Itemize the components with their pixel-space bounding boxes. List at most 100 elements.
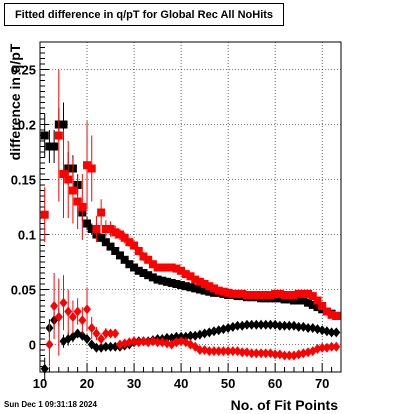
data-point-square	[266, 291, 275, 299]
data-point-square	[205, 287, 214, 296]
data-point-square	[200, 286, 209, 295]
data-point-diamond	[332, 327, 341, 338]
data-point-square	[115, 230, 124, 239]
data-point-diamond	[261, 348, 270, 359]
data-point-square	[153, 275, 162, 284]
data-point-diamond	[172, 331, 181, 342]
data-point-square	[186, 283, 195, 292]
data-point-square	[308, 292, 317, 301]
data-point-square	[101, 225, 110, 233]
data-point-diamond	[294, 321, 303, 332]
data-point-square	[247, 291, 256, 299]
y-tick-label: 0	[29, 338, 36, 353]
data-point-square	[97, 208, 106, 217]
data-point-square	[280, 291, 289, 299]
data-points	[40, 69, 341, 380]
data-point-square	[125, 238, 134, 247]
data-point-square	[59, 170, 68, 178]
data-point-diamond	[111, 328, 120, 339]
data-point-square	[313, 296, 322, 305]
data-point-diamond	[280, 350, 289, 361]
x-tick-label: 50	[221, 376, 235, 391]
data-point-diamond	[205, 346, 214, 357]
data-point-diamond	[45, 339, 54, 350]
data-point-square	[101, 238, 110, 247]
data-point-square	[120, 233, 129, 242]
data-point-diamond	[83, 304, 92, 315]
data-point-square	[83, 219, 92, 228]
data-point-diamond	[50, 301, 59, 311]
data-point-square	[205, 282, 214, 291]
data-point-square	[158, 263, 167, 272]
x-axis-label: No. of Fit Points	[231, 397, 339, 413]
data-point-diamond	[266, 319, 275, 330]
data-point-square	[64, 175, 73, 184]
data-point-square	[289, 291, 298, 299]
data-point-diamond	[54, 312, 63, 322]
x-tick-label: 40	[174, 376, 188, 391]
data-point-square	[238, 289, 247, 298]
data-point-diamond	[233, 320, 242, 331]
data-point-square	[59, 120, 68, 129]
data-point-diamond	[87, 323, 96, 333]
data-point-diamond	[257, 319, 266, 330]
data-point-diamond	[242, 319, 251, 330]
data-point-square	[162, 277, 171, 286]
data-point-square	[285, 295, 294, 304]
data-point-square	[181, 270, 190, 279]
data-point-diamond	[280, 320, 289, 331]
data-point-diamond	[332, 341, 341, 352]
data-point-square	[210, 284, 219, 293]
data-point-diamond	[285, 320, 294, 331]
data-point-square	[195, 285, 204, 294]
data-point-square	[120, 255, 129, 264]
data-point-square	[261, 291, 270, 299]
data-point-diamond	[64, 306, 73, 317]
data-point-diamond	[252, 319, 261, 330]
data-point-diamond	[252, 348, 261, 359]
data-point-square	[214, 286, 223, 295]
data-point-diamond	[285, 350, 294, 361]
data-point-diamond	[153, 337, 162, 348]
data-point-square	[134, 266, 143, 275]
data-point-diamond	[186, 330, 195, 341]
data-point-square	[40, 210, 49, 219]
data-point-square	[45, 142, 54, 151]
data-point-square	[228, 289, 237, 298]
data-point-diamond	[261, 319, 270, 330]
x-tick-label: 70	[315, 376, 329, 391]
data-point-square	[289, 296, 298, 305]
data-point-square	[167, 263, 176, 272]
data-point-square	[111, 228, 120, 237]
data-point-square	[294, 296, 303, 305]
timestamp: Sun Dec 1 09:31:18 2024	[4, 400, 97, 409]
x-tick-label: 30	[127, 376, 141, 391]
data-point-square	[87, 164, 96, 173]
data-point-square	[172, 264, 181, 273]
data-point-diamond	[78, 315, 87, 326]
data-point-diamond	[210, 346, 219, 357]
data-point-square	[313, 303, 322, 312]
data-point-square	[210, 288, 219, 297]
data-point-square	[162, 263, 171, 272]
data-point-diamond	[162, 332, 171, 343]
data-point-diamond	[219, 346, 228, 357]
data-point-square	[83, 161, 92, 170]
plot-frame	[39, 41, 342, 373]
data-point-square	[299, 296, 308, 305]
data-point-square	[181, 282, 190, 291]
data-point-square	[167, 278, 176, 287]
data-point-diamond	[106, 341, 115, 352]
data-point-square	[304, 298, 313, 307]
data-point-square	[50, 142, 59, 151]
data-point-square	[115, 251, 124, 260]
data-point-square	[106, 225, 115, 233]
data-point-square	[111, 247, 120, 255]
data-point-square	[275, 294, 284, 303]
x-tick-label: 60	[268, 376, 282, 391]
data-point-diamond	[275, 320, 284, 331]
data-point-square	[271, 289, 280, 298]
data-point-square	[73, 197, 82, 206]
data-point-square	[327, 310, 336, 319]
data-point-diamond	[101, 341, 110, 352]
